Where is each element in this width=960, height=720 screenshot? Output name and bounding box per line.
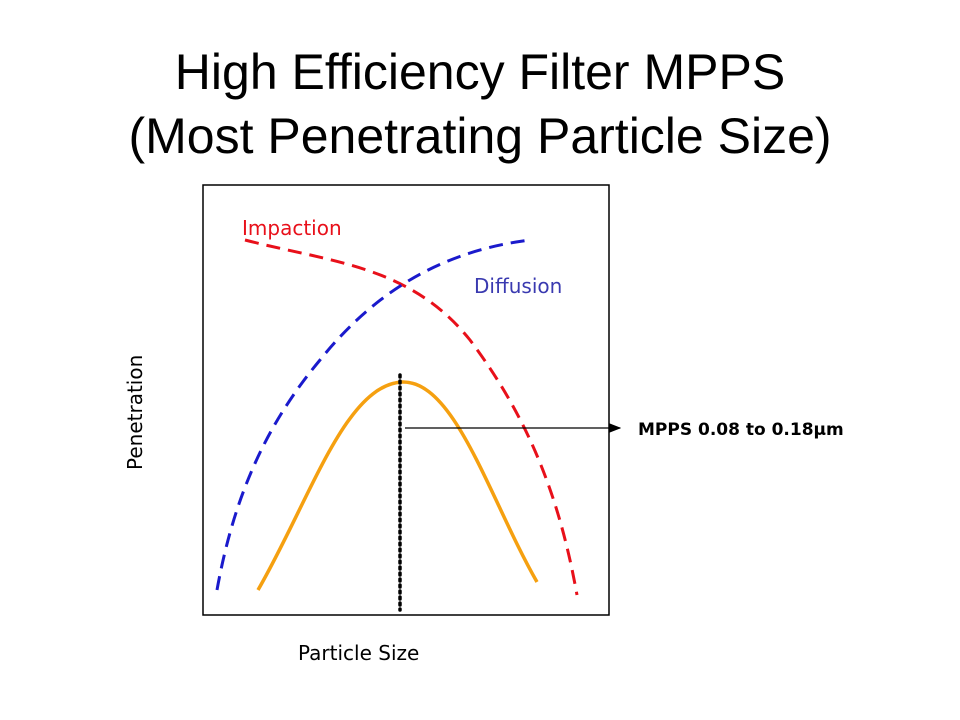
title-line-2: (Most Penetrating Particle Size) [128, 108, 832, 164]
penetration-axis-label: Penetration [123, 355, 147, 470]
title-line-1: High Efficiency Filter MPPS [174, 44, 786, 100]
diffusion-curve [215, 238, 531, 591]
plot-frame [202, 184, 610, 616]
penetration-curve [256, 380, 539, 591]
mpps-annotation: MPPS 0.08 to 0.18µm [638, 420, 844, 440]
diffusion-label: Diffusion [474, 274, 562, 298]
impaction-curve [244, 238, 579, 596]
impaction-label: Impaction [242, 216, 342, 240]
slide-title: High Efficiency Filter MPPS (Most Penetr… [0, 40, 960, 168]
particle-size-axis-label: Particle Size [298, 641, 419, 665]
